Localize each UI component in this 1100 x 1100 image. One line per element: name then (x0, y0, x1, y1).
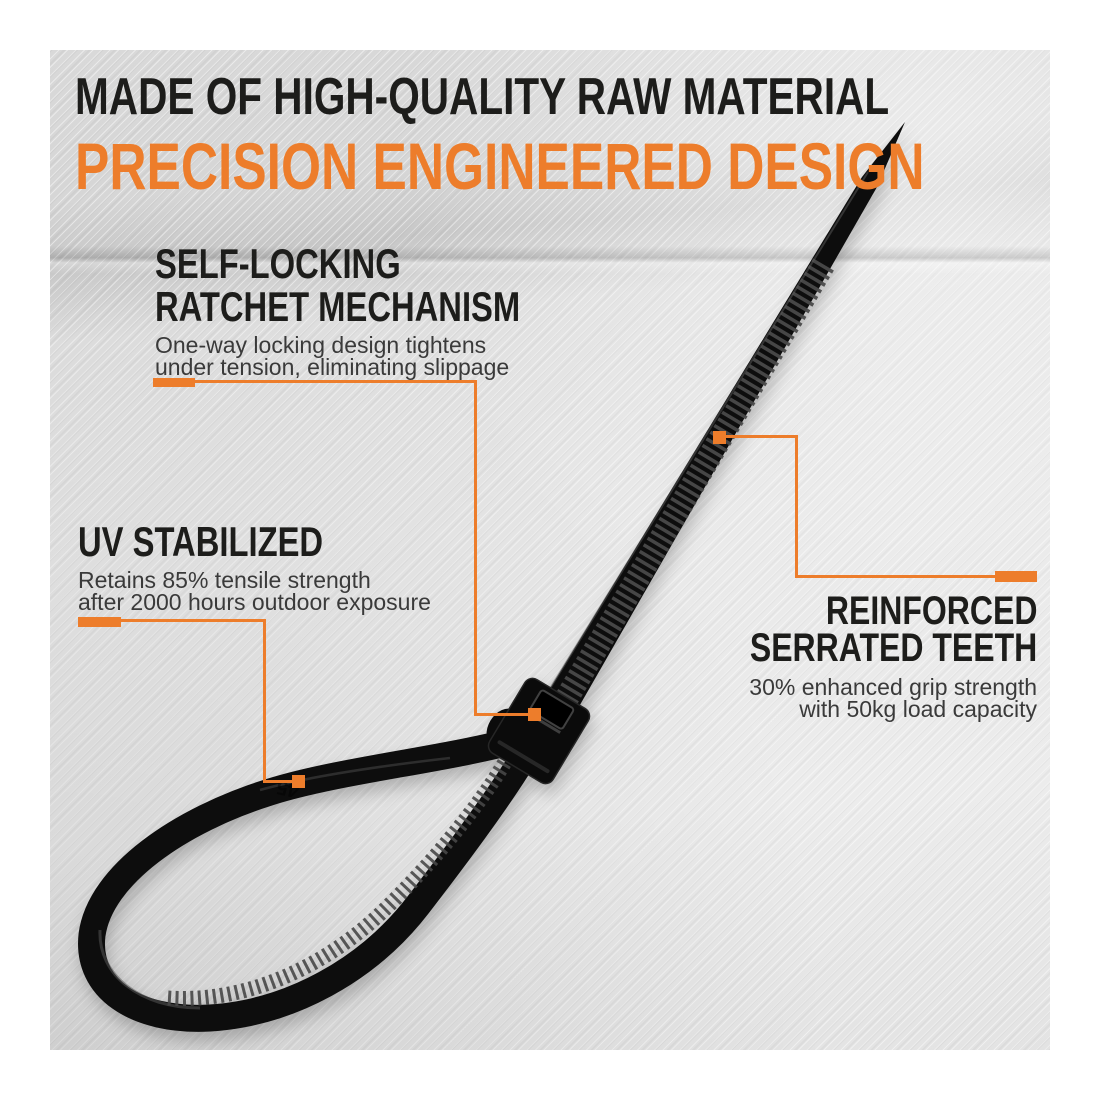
callout-uv-marker (292, 775, 305, 788)
subtitle-text: PRECISION ENGINEERED DESIGN (75, 129, 925, 203)
feature-uv-heading: UV STABILIZED (78, 518, 324, 565)
feature-self-locking-heading: SELF-LOCKING RATCHET MECHANISM (155, 240, 521, 330)
head-slot (529, 689, 575, 730)
cable-tie-head (486, 677, 591, 785)
callout-uv-line-h (78, 619, 266, 622)
tail-edge-highlight (537, 171, 869, 709)
callout-self-locking-line-h (153, 380, 477, 383)
feature-teeth-heading: REINFORCED SERRATED TEETH (749, 589, 1037, 670)
feature-self-locking-description: One-way locking design tightens under te… (155, 332, 510, 380)
callout-uv-line-v (263, 619, 266, 783)
background-fold-line (50, 246, 1050, 274)
feature-teeth-description: 30% enhanced grip strength with 50kg loa… (749, 674, 1037, 722)
loop-gloss-highlight (98, 929, 201, 1010)
loop-top-edge-highlight (259, 756, 451, 792)
callout-teeth-line-h1 (718, 435, 798, 438)
cable-tie-photo: 45 (78, 122, 905, 1032)
tail-serration-texture (544, 255, 836, 725)
callout-self-locking-line-v (474, 380, 477, 716)
feature-uv-stabilized: UV STABILIZED Retains 85% tensile streng… (78, 518, 431, 615)
subtitle: PRECISION ENGINEERED DESIGN (75, 129, 1050, 203)
loop-serration-texture (167, 758, 512, 1007)
callout-teeth-bar (995, 571, 1037, 582)
callout-self-locking-elbow (474, 713, 530, 716)
feature-reinforced-teeth: REINFORCED SERRATED TEETH 30% enhanced g… (678, 589, 1037, 722)
feature-uv-description: Retains 85% tensile strength after 2000 … (78, 567, 431, 615)
main-title-text: MADE OF HIGH-QUALITY RAW MATERIAL (75, 68, 890, 126)
callout-uv-elbow (263, 780, 295, 783)
callout-uv-bar (78, 617, 121, 627)
callout-self-locking-marker (528, 708, 541, 721)
callout-teeth-line-h2 (795, 575, 995, 578)
cable-tie-loop-strap (78, 724, 539, 1032)
feature-self-locking: SELF-LOCKING RATCHET MECHANISM One-way l… (155, 240, 623, 380)
callout-teeth-line-v (795, 435, 798, 578)
main-title: MADE OF HIGH-QUALITY RAW MATERIAL (75, 70, 1050, 125)
graphic-canvas: 45 (50, 50, 1050, 1050)
